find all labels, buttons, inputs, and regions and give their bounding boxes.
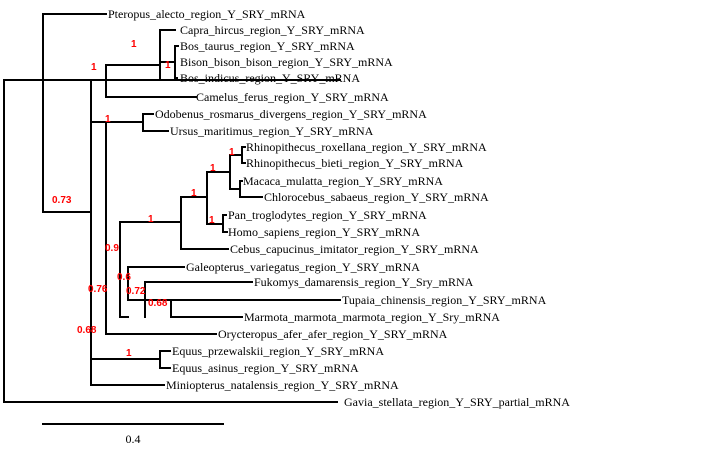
tip-label-ursus: Ursus_maritimus_region_Y_SRY_mRNA xyxy=(170,124,374,138)
tip-label-homo: Homo_sapiens_region_Y_SRY_mRNA xyxy=(228,225,420,239)
support-value-ruminant-camel: 1 xyxy=(91,62,97,73)
support-value-old-world-monkeys: 1 xyxy=(210,163,216,174)
support-value-carnivores: 1 xyxy=(105,114,111,125)
tip-label-marmota: Marmota_marmota_marmota_region_Y_Sry_mRN… xyxy=(244,310,500,324)
tip-label-equus-asinus: Equus_asinus_region_Y_SRY_mRNA xyxy=(172,361,359,375)
support-value-main-clade: 0.73 xyxy=(52,195,72,206)
support-value-catarrhines: 1 xyxy=(191,188,197,199)
support-value-primates: 1 xyxy=(148,214,154,225)
support-value-laurasia-rest: 0.68 xyxy=(77,325,97,336)
tip-label-rhino-rox: Rhinopithecus_roxellana_region_Y_SRY_mRN… xyxy=(246,140,487,154)
tip-label-camelus: Camelus_ferus_region_Y_SRY_mRNA xyxy=(196,90,389,104)
support-value-tupaia-marmota: 0.68 xyxy=(148,298,168,309)
tip-label-chlorocebus: Chlorocebus_sabaeus_region_Y_SRY_mRNA xyxy=(264,190,489,204)
tip-label-tupaia: Tupaia_chinensis_region_Y_SRY_mRNA xyxy=(342,293,547,307)
tip-label-odobenus: Odobenus_rosmarus_divergens_region_Y_SRY… xyxy=(155,107,427,121)
support-value-bovid-capra: 1 xyxy=(131,39,137,50)
tip-label-bison: Bison_bison_bison_region_Y_SRY_mRNA xyxy=(180,55,393,69)
tip-label-rhino-bieti: Rhinopithecus_bieti_region_Y_SRY_mRNA xyxy=(246,156,464,170)
support-value-rhinopithecus: 1 xyxy=(229,147,235,158)
support-value-afro-euarch: 0.76 xyxy=(88,284,108,295)
tip-label-cebus: Cebus_capucinus_imitator_region_Y_SRY_mR… xyxy=(230,242,479,256)
tip-label-miniopterus: Miniopterus_natalensis_region_Y_SRY_mRNA xyxy=(166,378,399,392)
tip-label-pteropus: Pteropus_alecto_region_Y_SRY_mRNA xyxy=(108,7,306,21)
scale-bar: 0.4 xyxy=(42,423,224,446)
tip-label-gavia: Gavia_stellata_region_Y_SRY_partial_mRNA xyxy=(344,395,570,409)
tip-label-macaca: Macaca_mulatta_region_Y_SRY_mRNA xyxy=(243,174,443,188)
support-value-euarchontoglires: 0.9 xyxy=(105,243,119,254)
support-value-glires-tupaia: 0.6 xyxy=(117,272,131,283)
tip-label-equus-prz: Equus_przewalskii_region_Y_SRY_mRNA xyxy=(172,344,384,358)
tip-label-fukomys: Fukomys_damarensis_region_Y_Sry_mRNA xyxy=(254,275,474,289)
tip-label-orycteropus: Orycteropus_afer_afer_region_Y_SRY_mRNA xyxy=(218,327,448,341)
tip-label-bos-taurus: Bos_taurus_region_Y_SRY_mRNA xyxy=(180,39,355,53)
support-value-hominids: 1 xyxy=(209,215,215,226)
support-value-fukomys-marmota: 0.72 xyxy=(126,286,146,297)
support-value-bison-indicus: 1 xyxy=(165,60,171,71)
tip-label-bos-indicus: Bos_indicus_region_Y_SRY_mRNA xyxy=(180,71,360,85)
tip-label-pan: Pan_troglodytes_region_Y_SRY_mRNA xyxy=(228,208,427,222)
support-value-equus: 1 xyxy=(126,348,132,359)
scale-bar-label: 0.4 xyxy=(126,432,141,446)
tip-label-capra: Capra_hircus_region_Y_SRY_mRNA xyxy=(180,23,365,37)
tip-label-galeopterus: Galeopterus_variegatus_region_Y_SRY_mRNA xyxy=(186,260,420,274)
